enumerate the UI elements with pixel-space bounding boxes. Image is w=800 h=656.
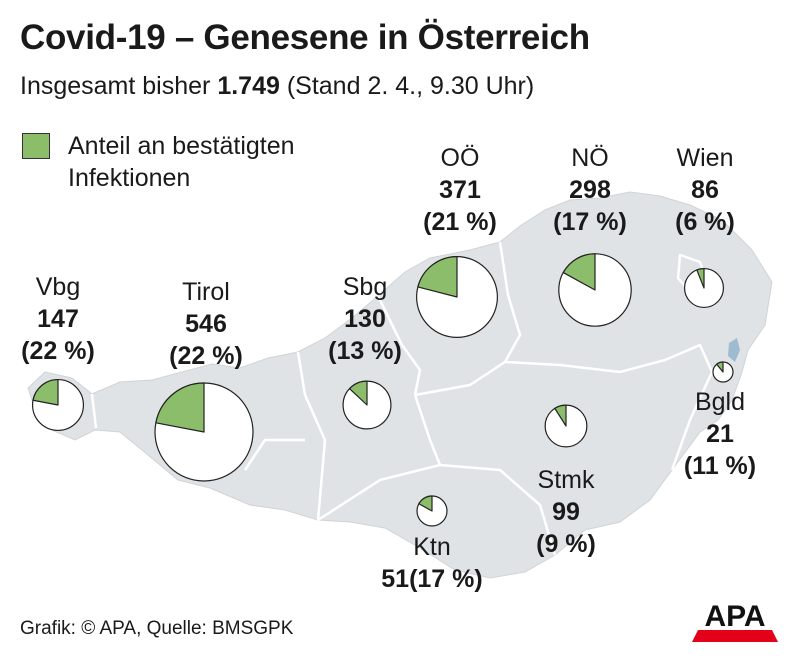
label-tirol: Tirol 546 (22 %) [169,278,243,370]
region-share-ooe: (21 %) [423,208,497,236]
label-wien: Wien 86 (6 %) [675,144,735,236]
legend-label-line2: Infektionen [68,164,191,192]
pie-slice-wien [696,267,705,289]
label-vbg: Vbg 147 (22 %) [21,273,95,365]
region-share-bgld: (11 %) [684,452,756,480]
apa-logo-bar [692,630,778,642]
border-bgld [664,343,714,471]
subtitle-prefix: Insgesamt bisher [20,72,218,100]
region-value-noe: 298 [569,176,611,204]
label-noe: NÖ 298 (17 %) [553,144,627,236]
region-value-share-ktn: 51(17 %) [381,565,482,593]
region-share-wien: (6 %) [675,208,735,236]
border-noe-stmk [504,358,666,374]
region-value-vbg: 147 [37,305,79,333]
label-sbg: Sbg 130 (13 %) [328,273,402,365]
label-stmk: Stmk 99 (9 %) [536,466,596,558]
region-name-ooe: OÖ [441,144,480,172]
chart-title: Covid-19 – Genesene in Österreich [20,18,590,57]
region-value-tirol: 546 [185,310,227,338]
region-name-noe: NÖ [571,144,609,172]
border-osttirol [243,438,305,471]
legend-label: Anteil an bestätigten Infektionen [68,130,295,194]
border-ooe-noe [498,241,522,363]
austria-outline [27,191,773,579]
region-name-sbg: Sbg [343,273,387,301]
legend-label-line1: Anteil an bestätigten [68,132,295,160]
pie-slice-ooe [417,256,458,298]
austria-map-chart: Vbg 147 (22 %) Tirol 546 (22 %) Sbg 130 (13 %) OÖ… [21,144,773,593]
region-value-wien: 86 [691,176,719,204]
label-ooe: OÖ 371 (21 %) [423,144,497,236]
region-share-stmk: (9 %) [536,530,596,558]
pie-slice-tirol [155,382,205,433]
pie-slice-vbg [32,378,59,406]
region-value-stmk: 99 [552,498,580,526]
label-bgld: Bgld 21 (11 %) [684,388,756,480]
pie-slice-sbg [348,380,368,406]
legend-swatch [22,133,50,159]
region-share-sbg: (13 %) [328,337,402,365]
border-sbg-ooe [376,295,422,396]
pie-slice-ktn [418,495,433,512]
apa-logo: APA [692,602,778,642]
border-stmk-ktn [317,463,557,556]
region-labels: Vbg 147 (22 %) Tirol 546 (22 %) Sbg 130 (13 %) OÖ… [21,144,756,593]
region-value-bgld: 21 [706,420,734,448]
apa-logo-text: APA [704,602,765,633]
region-name-tirol: Tirol [182,278,230,306]
region-share-tirol: (22 %) [169,342,243,370]
label-ktn: Ktn 51(17 %) [381,533,482,593]
subtitle-suffix: (Stand 2. 4., 9.30 Uhr) [279,72,535,100]
border-sbg-stmk [413,394,442,466]
region-value-sbg: 130 [344,305,386,333]
region-share-vbg: (22 %) [21,337,95,365]
region-name-stmk: Stmk [538,466,595,494]
region-name-vbg: Vbg [36,273,80,301]
source-note: Grafik: © APA, Quelle: BMSGPK [20,618,294,639]
pie-slice-bgld [716,361,724,373]
border-vbg-tirol [90,393,98,429]
region-share-noe: (17 %) [553,208,627,236]
border-tirol-sbg [296,351,327,521]
region-name-ktn: Ktn [413,533,451,561]
austria-map [27,191,773,579]
chart-subtitle: Insgesamt bisher 1.749 (Stand 2. 4., 9.3… [20,72,534,101]
subtitle-total: 1.749 [217,72,280,100]
pie-charts [31,253,734,527]
border-ooe-stmk [414,360,506,397]
region-name-bgld: Bgld [695,388,745,416]
lake-neusiedl [728,338,740,362]
pie-slice-noe [562,253,596,291]
pie-slice-stmk [554,404,567,427]
region-value-ooe: 371 [439,176,481,204]
region-name-wien: Wien [677,144,734,172]
